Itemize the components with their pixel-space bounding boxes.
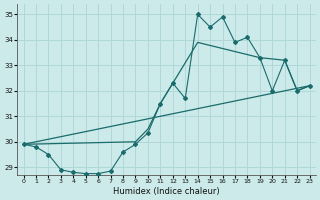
X-axis label: Humidex (Indice chaleur): Humidex (Indice chaleur) [113,187,220,196]
